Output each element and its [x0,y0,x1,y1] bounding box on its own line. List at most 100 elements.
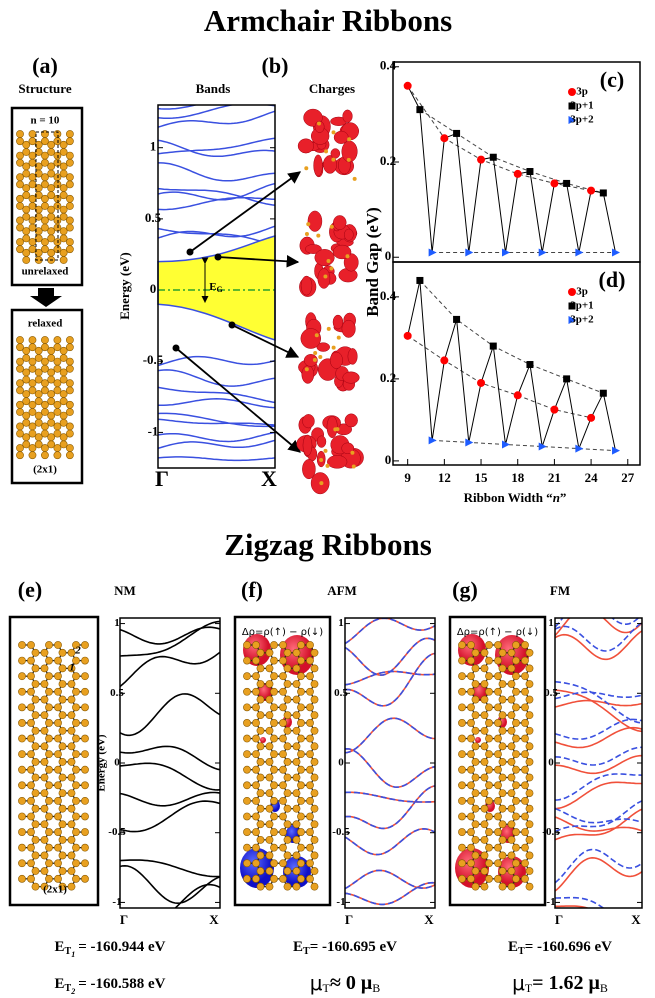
y-tick-label: 0.2 [380,370,396,385]
atom [525,804,534,813]
atom [525,680,534,688]
atom [310,820,319,829]
atom [18,874,26,883]
structure [448,615,547,907]
atom [18,672,26,681]
atom [34,440,43,449]
atom [41,408,49,416]
atom [480,664,489,673]
atom [16,408,24,416]
atom [65,173,74,182]
atom [498,758,507,766]
x-axis-label: Ribbon Width “n” [464,490,567,505]
atom [283,648,292,657]
total-energy: ET= -160.695 eV [293,939,397,957]
atom [292,851,301,860]
atom [256,820,265,829]
charge-lobe [314,249,335,267]
atom [81,672,89,681]
atom [467,812,475,821]
atom [283,758,292,766]
atom [265,851,274,860]
atom [58,711,67,720]
atom [45,874,53,883]
atom [316,121,321,126]
atom [507,820,516,829]
atom [22,148,31,156]
atom [310,804,319,813]
atom [297,641,305,649]
x-tick-label: 27 [621,470,635,485]
atom [72,796,80,805]
atom [326,326,331,331]
atom [54,843,62,852]
atom [292,664,301,673]
atom [498,648,507,657]
atom [283,664,292,673]
band-line [120,800,220,833]
band-line [120,693,220,737]
atom [270,781,278,790]
atom [494,874,502,883]
atom [270,750,278,759]
atom [351,464,356,469]
band-line [555,618,640,628]
atom [270,859,278,868]
atom [31,742,40,751]
atom [458,859,466,868]
atom [45,781,53,790]
atom [297,765,305,774]
atom [485,859,493,868]
atom [525,851,534,860]
atom [279,781,287,790]
atom [494,781,502,790]
atom [306,656,314,665]
atom [45,843,53,852]
atom [306,874,314,883]
atom [27,687,35,696]
atom [243,703,251,712]
atom [270,641,278,649]
atom [306,812,314,821]
band-line [555,856,642,892]
atom [345,254,350,259]
atom [525,742,534,751]
atom [252,687,260,696]
panel-label: (b) [262,53,289,78]
atom [283,789,292,797]
atom [47,169,56,178]
atom [471,851,480,860]
heading: Structure [18,81,71,96]
atom [331,130,336,135]
atom [256,804,265,813]
charge-lobe [342,371,360,384]
atom [312,357,317,362]
atom [47,191,56,200]
y-tick-label: 1 [114,617,120,629]
atom [306,750,314,759]
atom [270,672,278,681]
atom [41,386,49,395]
atom [485,828,493,836]
atom [54,828,62,836]
atom [507,835,516,844]
atom [297,828,305,836]
atom [346,157,351,162]
x-tick-label: X [631,912,641,927]
y-tick-label: 0.5 [334,687,348,699]
atom [458,828,466,836]
point [440,134,449,143]
atom [494,859,502,868]
atom [494,828,502,836]
atom [18,828,26,836]
atom [283,726,292,735]
atom [467,734,475,743]
band-line [158,139,275,158]
atom [480,804,489,813]
atom [67,758,76,766]
atom [45,859,53,868]
atom [27,843,35,852]
band-line [120,859,220,878]
band-line [555,773,642,801]
atom [67,680,76,688]
